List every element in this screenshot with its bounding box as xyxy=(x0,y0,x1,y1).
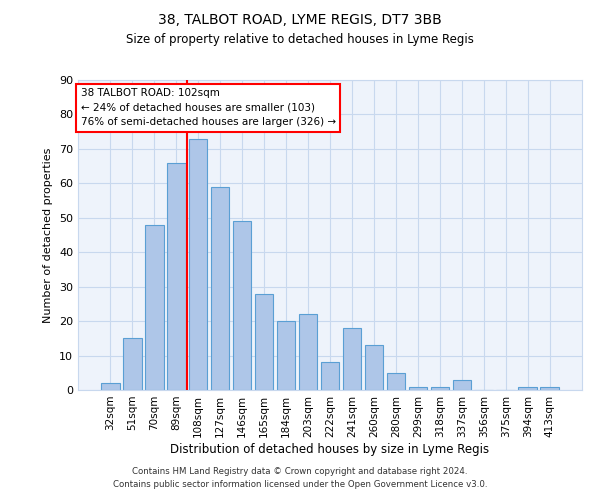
Y-axis label: Number of detached properties: Number of detached properties xyxy=(43,148,53,322)
Text: Size of property relative to detached houses in Lyme Regis: Size of property relative to detached ho… xyxy=(126,32,474,46)
Bar xyxy=(409,386,427,390)
Bar xyxy=(386,373,405,390)
Bar xyxy=(365,345,383,390)
Text: Contains public sector information licensed under the Open Government Licence v3: Contains public sector information licen… xyxy=(113,480,487,489)
Text: 38, TALBOT ROAD, LYME REGIS, DT7 3BB: 38, TALBOT ROAD, LYME REGIS, DT7 3BB xyxy=(158,12,442,26)
X-axis label: Distribution of detached houses by size in Lyme Regis: Distribution of detached houses by size … xyxy=(170,442,490,456)
Bar xyxy=(431,386,449,390)
Bar xyxy=(320,362,340,390)
Text: Contains HM Land Registry data © Crown copyright and database right 2024.: Contains HM Land Registry data © Crown c… xyxy=(132,467,468,476)
Bar xyxy=(145,224,164,390)
Bar xyxy=(452,380,471,390)
Bar xyxy=(211,187,229,390)
Bar xyxy=(233,221,251,390)
Bar xyxy=(189,138,208,390)
Bar xyxy=(343,328,361,390)
Bar xyxy=(541,386,559,390)
Bar xyxy=(167,162,185,390)
Bar xyxy=(277,321,295,390)
Bar xyxy=(299,314,317,390)
Bar xyxy=(255,294,274,390)
Text: 38 TALBOT ROAD: 102sqm
← 24% of detached houses are smaller (103)
76% of semi-de: 38 TALBOT ROAD: 102sqm ← 24% of detached… xyxy=(80,88,335,128)
Bar xyxy=(123,338,142,390)
Bar xyxy=(101,383,119,390)
Bar xyxy=(518,386,537,390)
